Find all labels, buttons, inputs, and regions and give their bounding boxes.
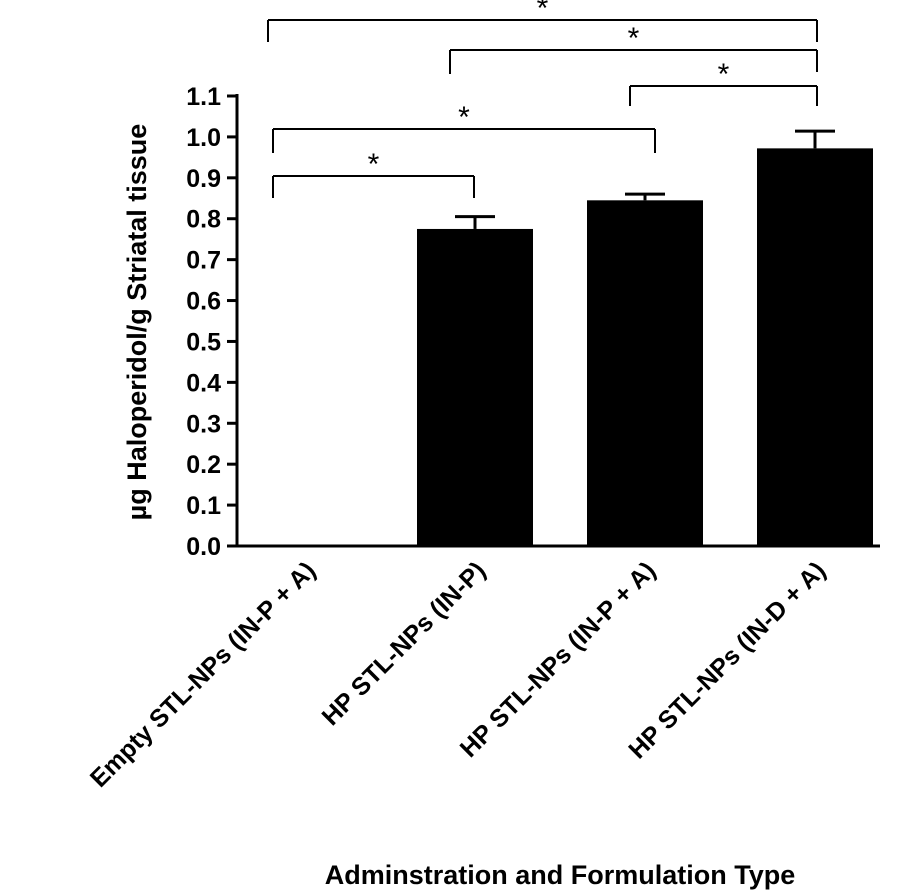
sig-bracket-2: * bbox=[449, 22, 818, 74]
error-bars bbox=[455, 129, 835, 229]
sig-star: * bbox=[628, 22, 640, 55]
y-tick-label: 0.5 bbox=[186, 328, 221, 356]
bar-3 bbox=[587, 200, 703, 546]
y-tick-label: 0.0 bbox=[186, 533, 221, 561]
sig-star: * bbox=[368, 148, 380, 181]
y-tick-label: 0.6 bbox=[186, 288, 221, 316]
sig-star: * bbox=[718, 58, 730, 91]
x-tick-label-1: Empty STL-NPs (IN-P + A) bbox=[85, 556, 321, 792]
y-tick-label: 0.1 bbox=[186, 492, 221, 520]
bars bbox=[417, 148, 873, 547]
significance-brackets: * * * * * bbox=[267, 0, 818, 198]
sig-star: * bbox=[458, 101, 470, 134]
y-tick-label: 0.3 bbox=[186, 410, 221, 438]
x-axis-title: Adminstration and Formulation Type bbox=[325, 860, 796, 890]
sig-bracket-3: * bbox=[629, 58, 818, 106]
bar-2 bbox=[417, 228, 533, 547]
sig-star: * bbox=[537, 0, 549, 25]
y-axis-title: µg Haloperidol/g Striatal tissue bbox=[122, 124, 152, 521]
sig-bracket-1: * bbox=[267, 0, 818, 42]
x-tick-label-4: HP STL-NPs (IN-D + A) bbox=[623, 556, 831, 764]
x-tick-label-3: HP STL-NPs (IN-P + A) bbox=[455, 556, 662, 763]
y-tick-label: 0.7 bbox=[186, 247, 221, 275]
bar-4 bbox=[757, 148, 873, 546]
y-tick-label: 0.9 bbox=[186, 165, 221, 193]
y-tick-label: 1.0 bbox=[186, 124, 221, 152]
y-tick-label: 1.1 bbox=[186, 83, 221, 111]
y-tick-label: 0.8 bbox=[186, 206, 221, 234]
y-tick-label: 0.4 bbox=[186, 369, 221, 397]
sig-bracket-5: * bbox=[272, 148, 475, 198]
sig-bracket-4: * bbox=[272, 101, 656, 153]
y-tick-label: 0.2 bbox=[186, 451, 221, 479]
x-tick-label-2: HP STL-NPs (IN-P) bbox=[317, 556, 492, 731]
